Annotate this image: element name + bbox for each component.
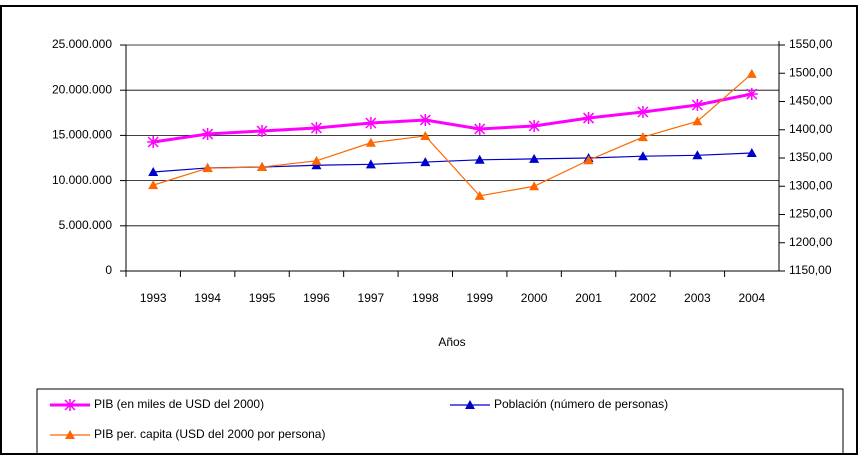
x-tick-label: 1999 [466, 291, 493, 305]
y-tick-label: 20.000.000 [52, 82, 112, 96]
point [256, 124, 269, 137]
y2-tick-label: 1250,00 [789, 207, 833, 221]
point [583, 155, 594, 165]
point [148, 167, 159, 177]
x-tick-label: 2002 [630, 291, 657, 305]
x-tick-label: 1998 [412, 291, 439, 305]
point [473, 122, 486, 135]
y2-tick-label: 1500,00 [789, 65, 833, 79]
point [746, 68, 757, 78]
x-tick-label: 2003 [684, 291, 711, 305]
point [692, 116, 703, 126]
y-tick-label: 25.000.000 [52, 37, 112, 51]
point [636, 105, 649, 118]
point [529, 153, 540, 163]
point [202, 163, 213, 173]
y-tick-label: 5.000.000 [59, 218, 113, 232]
point [692, 150, 703, 160]
point [364, 117, 377, 130]
point [582, 112, 595, 125]
legend-marker [65, 430, 75, 439]
legend-label: PIB per. capita (USD del 2000 por person… [94, 427, 325, 441]
point [528, 119, 541, 132]
point [147, 135, 160, 148]
y-tick-label: 10.000.000 [52, 173, 112, 187]
series-line [152, 92, 753, 144]
y-tick-label: 0 [105, 263, 112, 277]
legend-label: PIB (en miles de USD del 2000) [94, 397, 264, 411]
y2-tick-label: 1400,00 [789, 122, 833, 136]
y-tick-label: 15.000.000 [52, 128, 112, 142]
x-tick-label: 1997 [358, 291, 385, 305]
legend-label: Población (número de personas) [494, 397, 668, 411]
point [691, 99, 704, 112]
x-tick-label: 1995 [249, 291, 276, 305]
point [474, 154, 485, 164]
point [637, 151, 648, 161]
y2-tick-label: 1300,00 [789, 178, 833, 192]
point [529, 181, 540, 191]
point [148, 180, 159, 190]
x-tick-label: 2001 [575, 291, 602, 305]
frame [0, 5, 858, 455]
point [365, 137, 376, 147]
point [746, 148, 757, 158]
point [745, 87, 758, 100]
x-axis-label: Años [438, 335, 465, 349]
y2-tick-label: 1200,00 [789, 235, 833, 249]
point [311, 155, 322, 165]
x-tick-label: 1996 [303, 291, 330, 305]
legend-box [36, 388, 844, 455]
x-tick-label: 2004 [738, 291, 765, 305]
y2-tick-label: 1150,00 [789, 263, 832, 277]
y2-tick-label: 1550,00 [789, 37, 833, 51]
point [637, 132, 648, 142]
legend-marker [64, 399, 76, 411]
point [201, 128, 214, 141]
point [420, 130, 431, 140]
point [257, 162, 268, 172]
y2-tick-label: 1350,00 [789, 150, 833, 164]
point [474, 190, 485, 200]
x-tick-label: 1993 [140, 291, 167, 305]
series-line [153, 73, 753, 197]
point [419, 114, 432, 127]
point [365, 159, 376, 169]
point [310, 121, 323, 134]
y2-tick-label: 1450,00 [789, 94, 833, 108]
legend-marker [465, 400, 475, 409]
x-tick-label: 1994 [194, 291, 221, 305]
x-tick-label: 2000 [521, 291, 548, 305]
series-line [153, 152, 752, 173]
point [420, 157, 431, 167]
